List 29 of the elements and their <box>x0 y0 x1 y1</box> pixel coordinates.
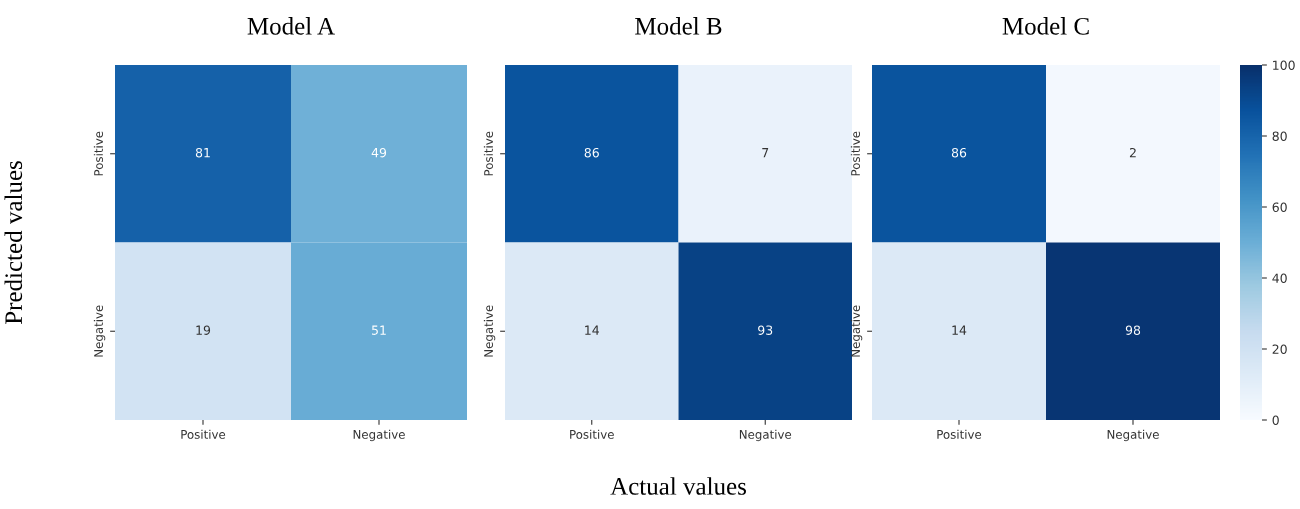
chart-title: Model C <box>1002 17 1089 35</box>
data-label: 14 <box>952 325 967 335</box>
data-label: 86 <box>584 147 599 158</box>
x-axis-title: Actual values <box>610 477 746 495</box>
color-bar-label: 20 <box>1272 344 1287 354</box>
data-label: 2 <box>1129 147 1136 158</box>
x-tick-label: Negative <box>353 429 405 442</box>
data-label: 98 <box>1125 325 1141 335</box>
data-label: 14 <box>585 325 599 335</box>
x-tick-label: Positive <box>181 429 226 439</box>
color-bar-label: 0 <box>1272 415 1279 425</box>
x-tick-label: Positive <box>937 429 982 439</box>
data-label: 51 <box>372 325 386 335</box>
data-label: 86 <box>951 147 967 158</box>
data-label: 19 <box>196 325 211 335</box>
data-label: 93 <box>758 325 773 335</box>
data-label: 49 <box>371 147 387 158</box>
x-tick-label: Negative <box>739 429 792 442</box>
chart-title: Model A <box>247 17 335 35</box>
x-tick-label: Positive <box>570 429 614 439</box>
data-label: 7 <box>762 148 769 158</box>
x-tick-label: Negative <box>1107 429 1159 442</box>
color-bar-label: 100 <box>1273 60 1295 70</box>
data-label: 81 <box>195 147 210 158</box>
color-bar-label: 60 <box>1272 202 1287 212</box>
chart-title: Model B <box>635 17 722 35</box>
color-bar-label: 80 <box>1272 131 1287 141</box>
y-axis-title: Predicted values <box>4 161 23 325</box>
color-bar-label: 40 <box>1272 273 1287 283</box>
